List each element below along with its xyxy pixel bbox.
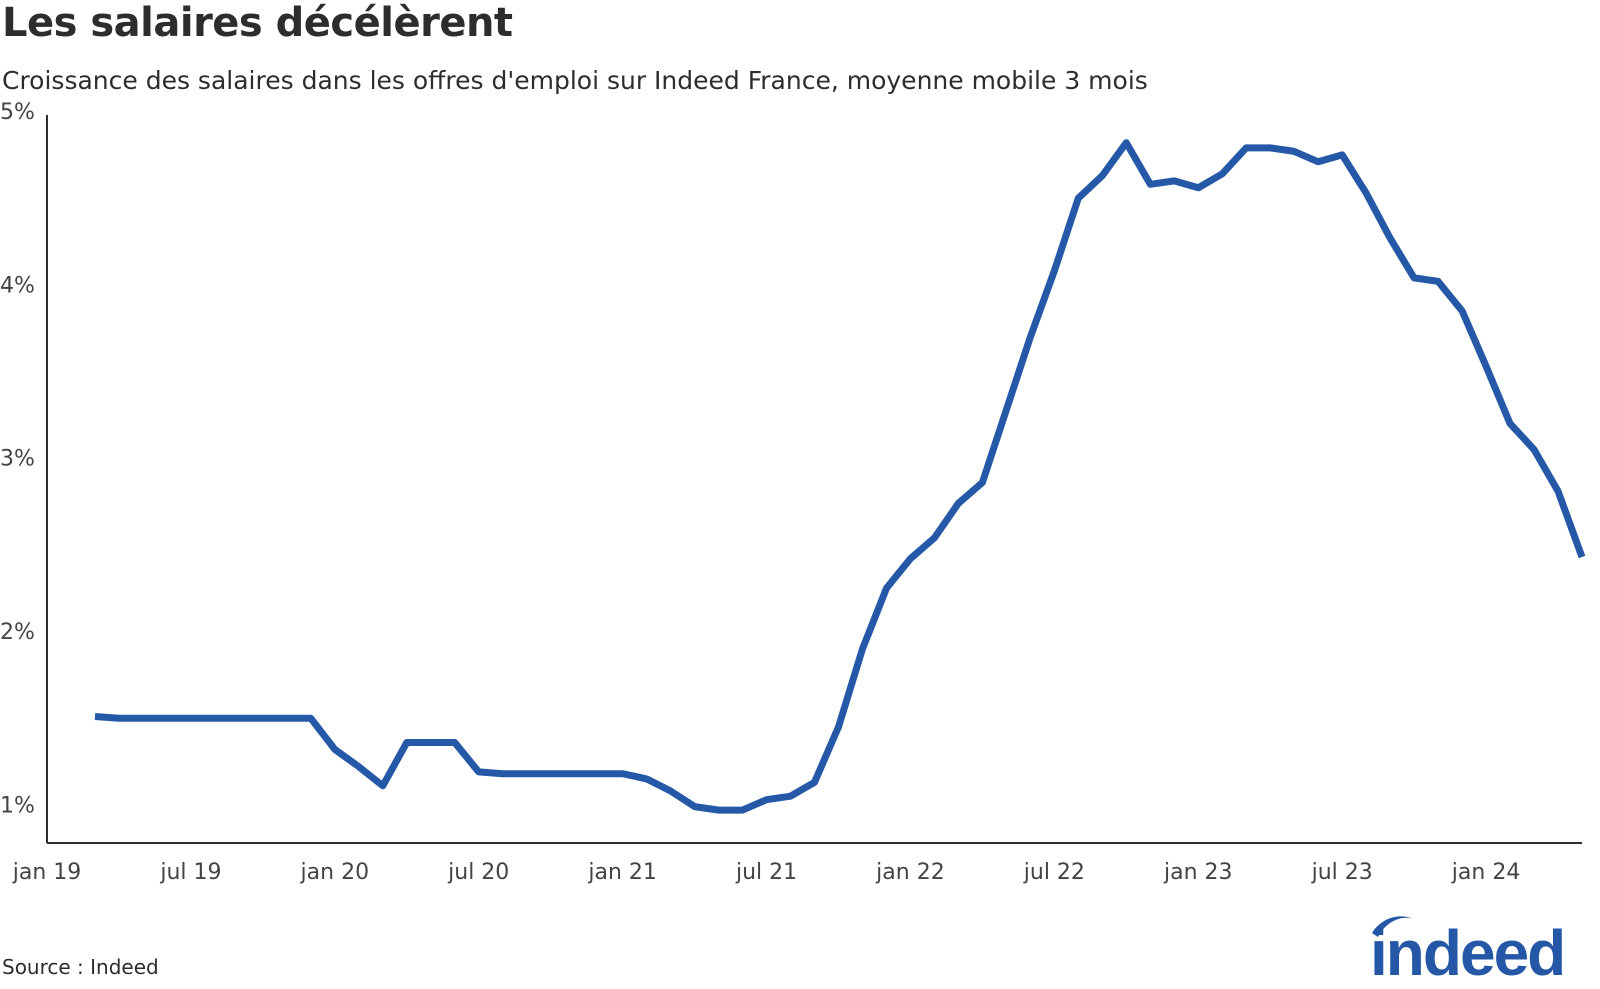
x-tick-label: jul 19 <box>159 860 221 885</box>
x-tick-label: jan 19 <box>12 860 82 885</box>
x-tick-label: jan 22 <box>875 860 945 885</box>
x-tick-label: jan 23 <box>1163 860 1233 885</box>
chart-subtitle: Croissance des salaires dans les offres … <box>2 66 1148 95</box>
series-line <box>94 139 1586 814</box>
x-tick-label: jan 24 <box>1451 860 1521 885</box>
x-tick-label: jan 21 <box>587 860 657 885</box>
x-tick-label: jul 21 <box>735 860 797 885</box>
y-tick-label: 4% <box>0 273 35 298</box>
x-tick-label: jul 20 <box>447 860 509 885</box>
chart-title: Les salaires décélèrent <box>2 0 513 46</box>
x-axis-tick-labels: jan 19 jul 19 jan 20 jul 20 jan 21 jul 21 jan … <box>12 860 1521 885</box>
series-points <box>94 142 1583 811</box>
logo-swoosh-icon <box>1372 916 1414 937</box>
source-note: Source : Indeed <box>2 955 159 979</box>
indeed-logo[interactable]: indeed <box>1370 915 1590 985</box>
y-axis-tick-labels: 1% 2% 3% 4% 5% <box>0 100 35 818</box>
logo-text: indeed <box>1370 917 1564 985</box>
x-tick-label: jul 23 <box>1311 860 1373 885</box>
x-tick-label: jan 20 <box>300 860 370 885</box>
y-tick-label: 1% <box>0 793 35 818</box>
y-tick-label: 5% <box>0 100 35 125</box>
x-tick-label: jul 22 <box>1023 860 1085 885</box>
line-chart: 1% 2% 3% 4% 5% jan 19 jul 19 jan 20 jul 20 jan 2… <box>0 100 1586 885</box>
y-tick-label: 2% <box>0 620 35 645</box>
y-tick-label: 3% <box>0 447 35 472</box>
